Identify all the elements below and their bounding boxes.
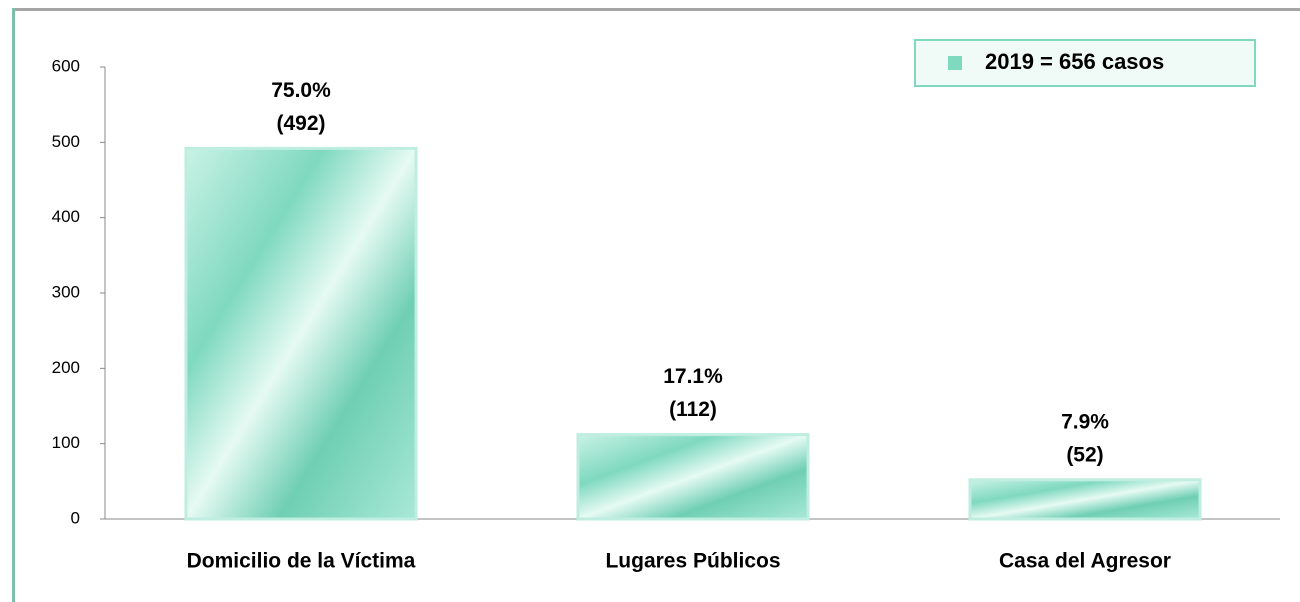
y-tick-label: 400 xyxy=(52,207,80,226)
percent-label: 7.9% xyxy=(1061,410,1109,433)
legend-label: 2019 = 656 casos xyxy=(985,49,1164,74)
x-tick-label: Lugares Públicos xyxy=(605,550,780,573)
x-tick-label: Domicilio de la Víctima xyxy=(187,550,416,573)
y-tick-label: 100 xyxy=(52,433,80,452)
value-label: (52) xyxy=(1066,443,1103,466)
value-label: (112) xyxy=(669,398,717,421)
y-tick-label: 200 xyxy=(52,358,80,377)
y-tick-label: 300 xyxy=(52,282,80,301)
bar xyxy=(576,433,810,521)
x-tick-label: Casa del Agresor xyxy=(999,550,1171,573)
y-tick-label: 0 xyxy=(71,508,80,527)
legend-swatch xyxy=(948,56,962,70)
frame-left xyxy=(12,8,15,602)
percent-label: 17.1% xyxy=(663,365,723,388)
legend-box xyxy=(914,39,1256,87)
frame-top xyxy=(12,8,1300,11)
percent-label: 75.0% xyxy=(271,79,331,102)
y-tick-label: 500 xyxy=(52,132,80,151)
bar xyxy=(184,146,418,521)
bar xyxy=(968,478,1202,521)
y-tick-label: 600 xyxy=(52,56,80,75)
value-label: (492) xyxy=(276,112,325,135)
